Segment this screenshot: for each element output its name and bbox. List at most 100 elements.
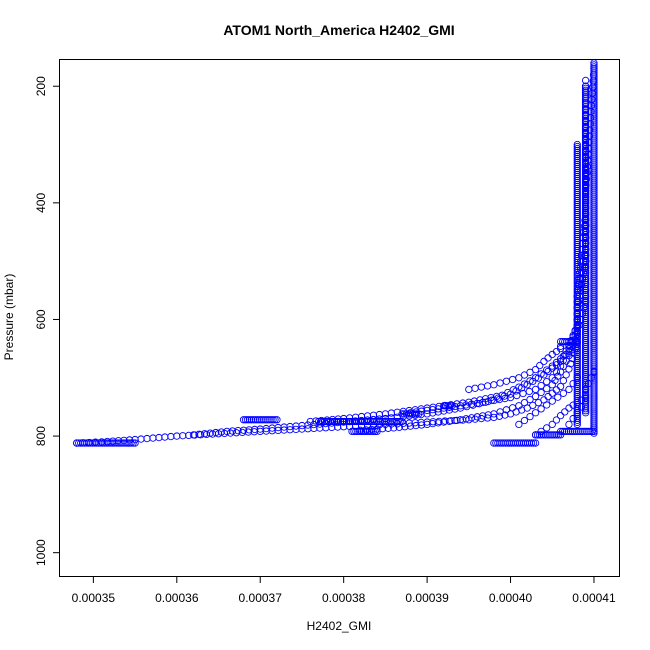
x-tick-label: 0.00037 bbox=[239, 591, 283, 605]
data-point bbox=[531, 365, 540, 374]
data-point bbox=[581, 407, 590, 415]
data-point bbox=[590, 425, 598, 433]
data-point bbox=[537, 370, 545, 378]
data-point bbox=[394, 417, 402, 426]
data-point bbox=[515, 402, 523, 410]
data-point bbox=[506, 393, 515, 402]
data-point bbox=[562, 350, 570, 359]
data-point bbox=[536, 361, 544, 370]
data-point bbox=[574, 427, 582, 436]
x-tick-label: 0.00041 bbox=[572, 591, 616, 605]
data-point bbox=[357, 427, 366, 436]
data-point bbox=[565, 420, 573, 429]
x-tick-label: 0.00036 bbox=[155, 591, 199, 605]
data-point bbox=[502, 377, 511, 385]
data-point bbox=[515, 383, 523, 391]
data-point bbox=[367, 427, 375, 436]
data-point bbox=[131, 439, 139, 447]
data-point bbox=[554, 393, 562, 401]
data-point bbox=[200, 430, 209, 438]
data-point bbox=[561, 408, 569, 416]
data-point bbox=[310, 424, 318, 433]
data-point bbox=[565, 385, 573, 394]
data-point bbox=[189, 431, 198, 439]
data-point bbox=[410, 410, 419, 418]
data-point bbox=[556, 412, 565, 420]
data-point bbox=[444, 402, 452, 410]
data-point bbox=[544, 354, 552, 362]
data-point bbox=[573, 416, 581, 425]
data-point bbox=[543, 401, 551, 409]
data-point bbox=[525, 387, 533, 396]
data-point bbox=[548, 362, 556, 370]
chart-title: ATOM1 North_America H2402_GMI bbox=[223, 22, 454, 38]
data-point bbox=[547, 431, 555, 439]
data-point bbox=[573, 420, 581, 429]
data-point bbox=[531, 392, 540, 401]
data-point bbox=[173, 432, 181, 440]
data-point bbox=[543, 366, 551, 374]
data-point bbox=[239, 416, 248, 424]
data-point bbox=[508, 404, 517, 412]
y-tick-label: 400 bbox=[34, 193, 48, 213]
data-point bbox=[412, 421, 420, 430]
data-point bbox=[306, 417, 314, 426]
data-point bbox=[539, 431, 547, 439]
data-point bbox=[582, 427, 590, 436]
data-point bbox=[560, 427, 569, 436]
data-point bbox=[149, 434, 157, 442]
data-point bbox=[580, 427, 588, 436]
data-point bbox=[249, 416, 258, 424]
y-axis: 200 400 600 800 1000 bbox=[34, 76, 60, 566]
data-point bbox=[423, 406, 431, 415]
data-point bbox=[212, 428, 220, 437]
data-point bbox=[348, 427, 356, 436]
data-point bbox=[564, 427, 573, 436]
data-point bbox=[581, 405, 590, 413]
data-point bbox=[477, 383, 485, 391]
x-axis: 0.00035 0.00036 0.00037 0.00038 0.00039 0.000… bbox=[72, 576, 616, 605]
data-point bbox=[496, 408, 504, 416]
data-point bbox=[373, 427, 381, 436]
data-point bbox=[562, 427, 571, 436]
data-point bbox=[361, 427, 370, 436]
data-point bbox=[529, 439, 538, 447]
data-point bbox=[573, 418, 581, 427]
data-point bbox=[129, 439, 137, 447]
data-point bbox=[369, 411, 378, 419]
data-point bbox=[576, 427, 584, 436]
data-point bbox=[572, 427, 580, 436]
data-point bbox=[495, 395, 504, 404]
data-point bbox=[247, 416, 256, 424]
data-point bbox=[543, 431, 551, 439]
x-axis-label: H2402_GMI bbox=[307, 619, 372, 633]
data-point bbox=[569, 414, 577, 423]
data-point bbox=[515, 420, 523, 429]
data-point bbox=[415, 410, 423, 418]
data-point bbox=[501, 394, 509, 403]
data-point bbox=[559, 377, 568, 385]
data-point bbox=[456, 402, 465, 410]
data-point bbox=[465, 385, 473, 394]
data-point bbox=[232, 429, 241, 437]
data-point bbox=[490, 410, 498, 418]
data-point bbox=[467, 400, 476, 408]
data-point bbox=[445, 417, 453, 425]
data-point bbox=[541, 431, 549, 439]
data-point bbox=[417, 421, 426, 429]
data-point bbox=[490, 396, 498, 405]
data-point bbox=[549, 431, 557, 439]
data-point bbox=[562, 371, 570, 379]
data-point bbox=[352, 427, 360, 436]
data-point bbox=[137, 435, 145, 443]
data-point bbox=[350, 427, 358, 436]
data-point bbox=[520, 416, 529, 425]
data-point bbox=[543, 377, 551, 386]
data-point bbox=[267, 416, 275, 424]
data-point bbox=[167, 432, 175, 441]
data-point bbox=[556, 342, 565, 350]
data-point bbox=[558, 427, 567, 436]
data-point bbox=[484, 397, 492, 406]
data-point bbox=[516, 439, 524, 447]
data-point bbox=[304, 425, 312, 433]
